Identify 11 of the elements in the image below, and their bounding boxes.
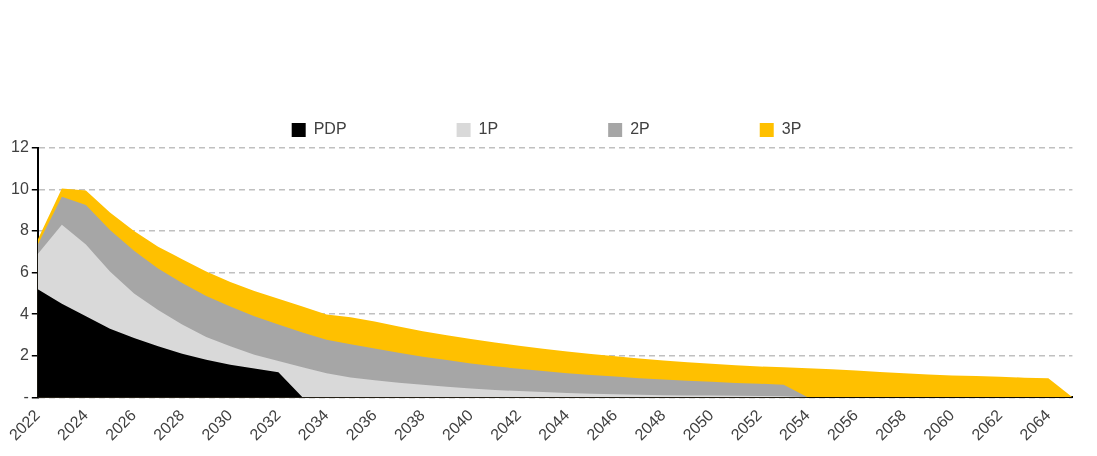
y-tick-label: 10: [11, 179, 29, 197]
y-tick-label: 6: [19, 263, 29, 281]
legend-label: 1P: [478, 120, 499, 138]
y-tick-label: 8: [19, 221, 29, 239]
legend-label: 2P: [630, 120, 650, 138]
legend-label: 3P: [781, 120, 802, 138]
y-tick-label: 2: [19, 346, 29, 364]
legend-label: PDP: [313, 120, 347, 138]
y-tick-label: 12: [11, 138, 29, 156]
y-tick-label: -: [23, 387, 29, 405]
y-tick-label: 4: [19, 304, 29, 322]
